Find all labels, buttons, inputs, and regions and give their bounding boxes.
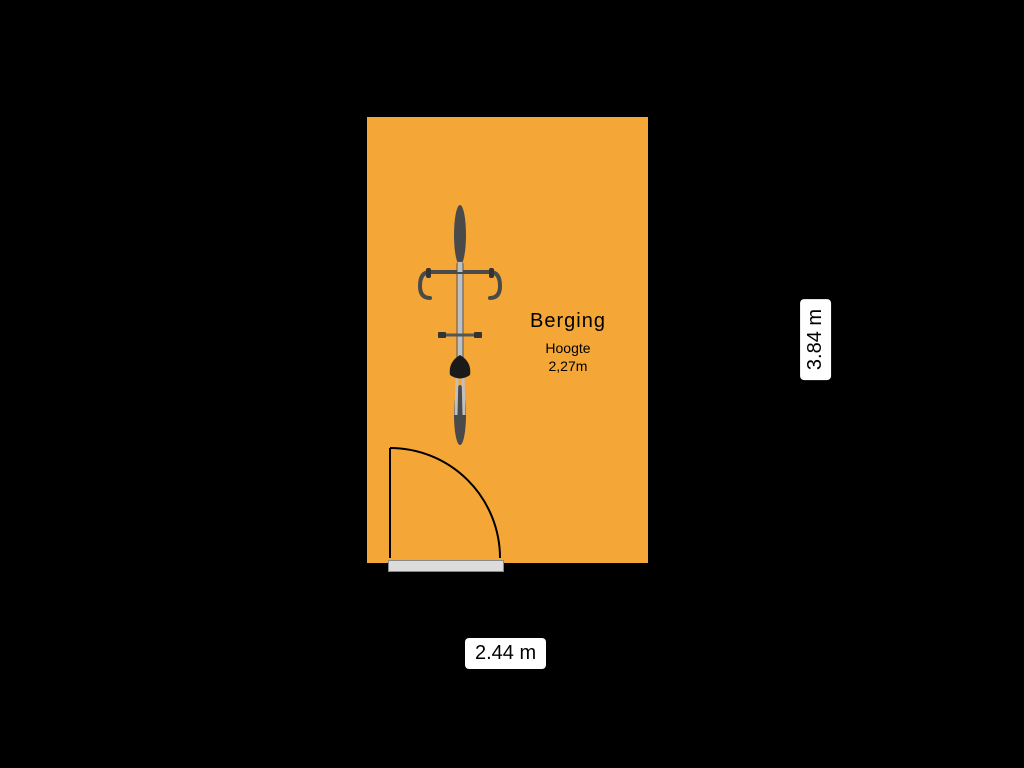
dimension-width: 2.44 m — [465, 638, 546, 669]
room-title: Berging — [530, 310, 606, 333]
room-label: Berging Hoogte 2,27m — [530, 310, 606, 375]
floorplan-canvas: Berging Hoogte 2,27m 2.44 m 3.84 m — [0, 0, 1024, 768]
room-height-value: 2,27m — [549, 358, 588, 374]
room-height-caption: Hoogte — [545, 340, 590, 356]
room-height-label: Hoogte 2,27m — [530, 339, 606, 375]
dimension-height: 3.84 m — [800, 299, 831, 380]
